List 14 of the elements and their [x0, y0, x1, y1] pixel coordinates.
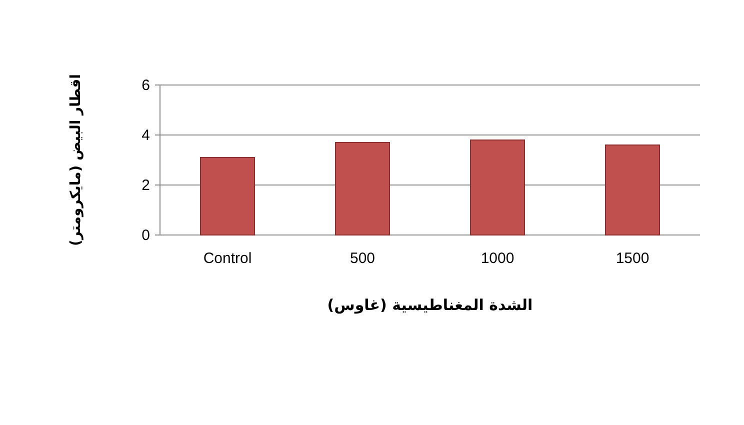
- bar: [605, 144, 660, 236]
- y-axis-title: اقطار البيض (مايكرومتر): [68, 74, 84, 246]
- x-tick-label: 500: [350, 250, 376, 267]
- x-tick-label: 1500: [616, 250, 650, 267]
- bar: [200, 157, 255, 236]
- x-axis-title: الشدة المغناطيسية (غاوس): [327, 296, 533, 314]
- x-tick-label: Control: [203, 250, 252, 267]
- y-tick-label: 2: [142, 177, 150, 194]
- y-tick-label: 6: [142, 77, 150, 94]
- y-tick-label: 0: [142, 227, 150, 244]
- bar: [335, 142, 390, 236]
- y-tick-label: 4: [142, 127, 150, 144]
- x-tick-label: 1000: [480, 250, 514, 267]
- bar: [470, 140, 525, 236]
